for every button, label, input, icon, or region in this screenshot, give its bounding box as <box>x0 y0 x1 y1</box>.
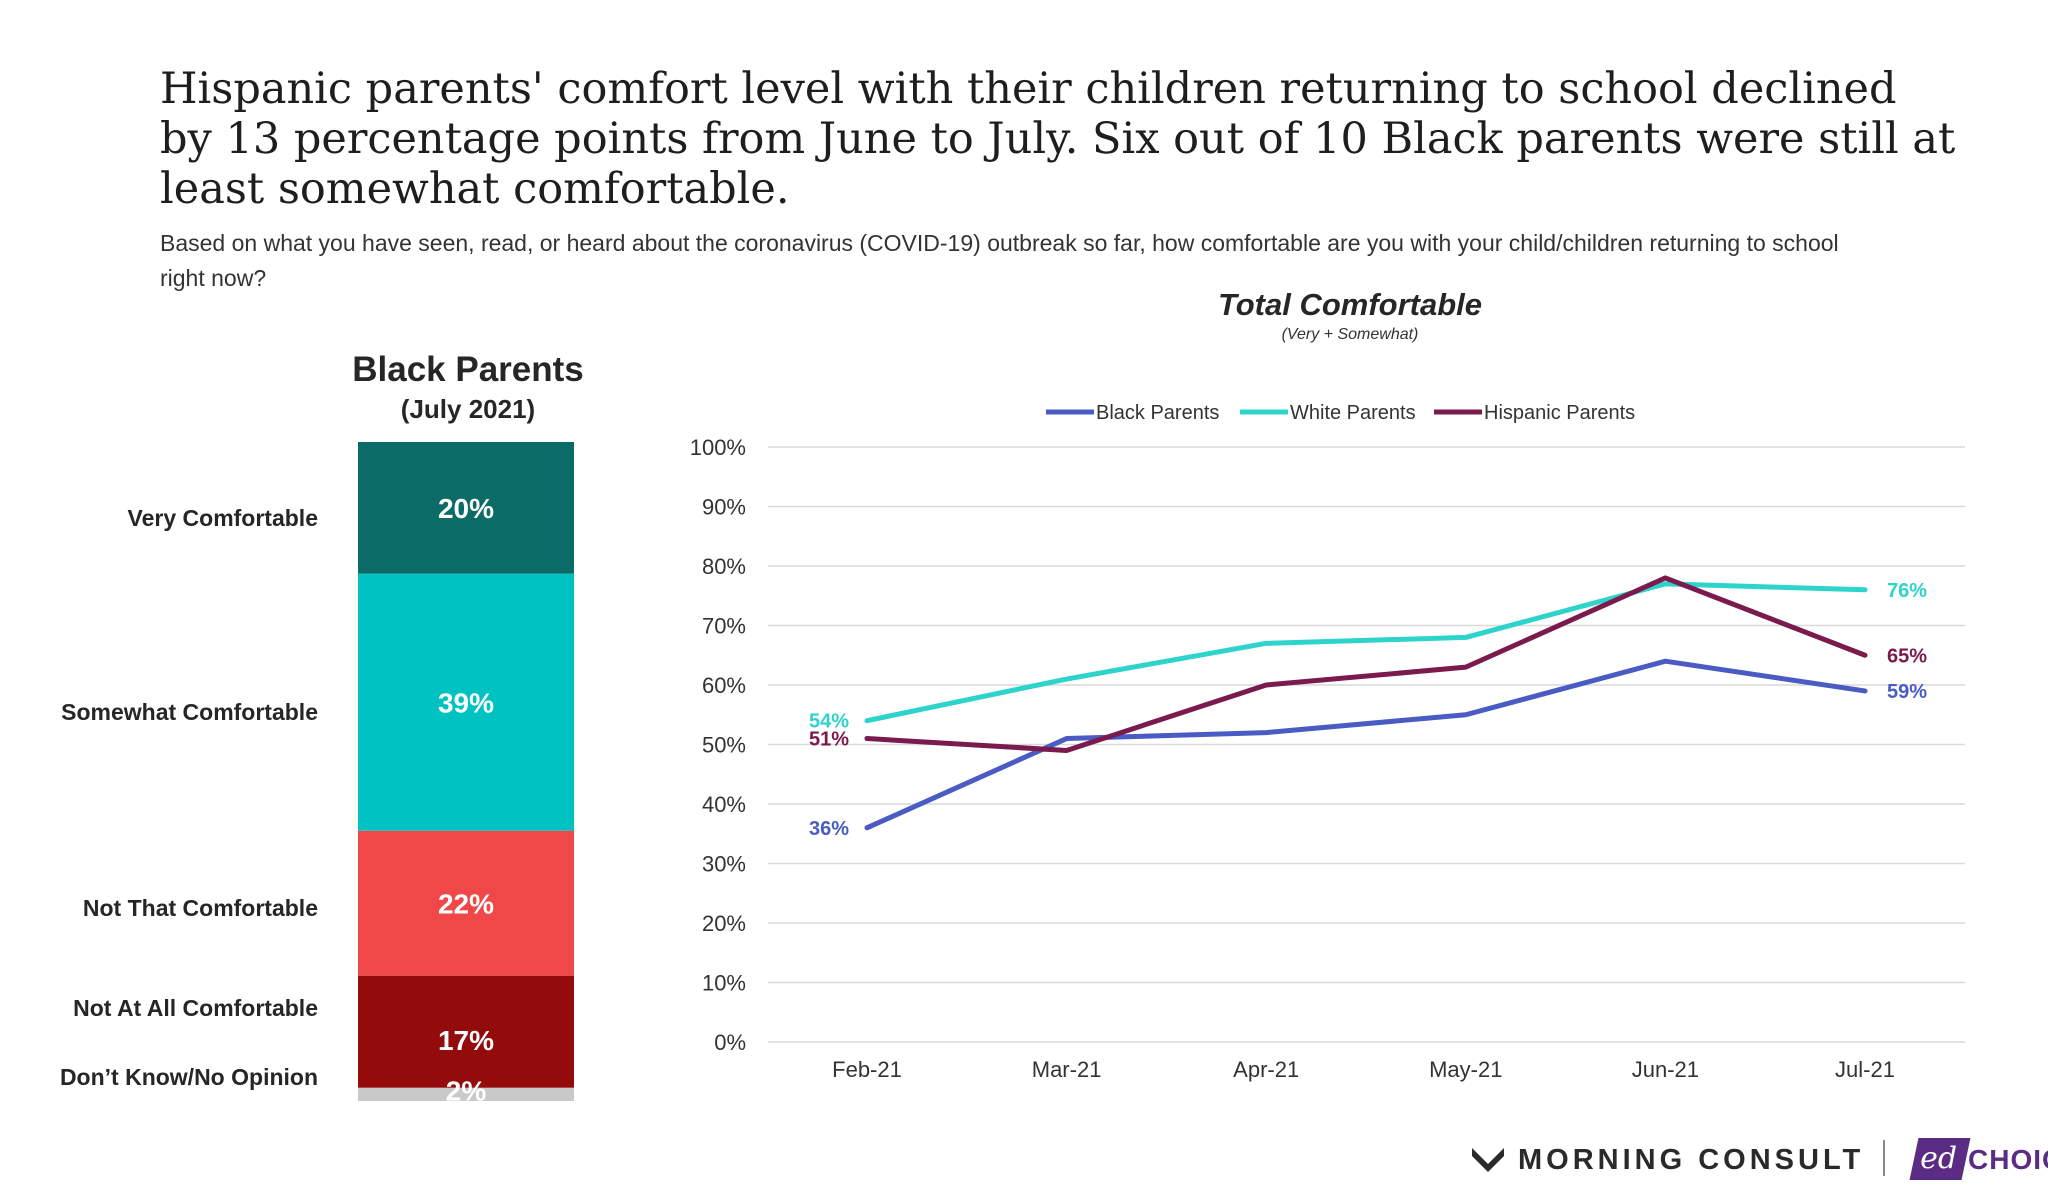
stack-value-label-1: 20% <box>438 493 494 524</box>
data-point <box>1663 582 1667 586</box>
data-point <box>1464 665 1468 669</box>
series-line-black-parents <box>864 658 1868 831</box>
legend-label: White Parents <box>1290 402 1416 424</box>
stack-value-label-4: 17% <box>438 1025 494 1056</box>
data-point <box>865 737 869 741</box>
legend-label: Hispanic Parents <box>1484 402 1635 424</box>
y-tick-label: 10% <box>702 971 746 996</box>
x-tick-label: Mar-21 <box>1032 1057 1102 1082</box>
footer-logos: MORNING CONSULT ed CHOICE <box>1470 1138 2048 1188</box>
edchoice-mark-text: ed <box>1920 1141 1958 1176</box>
data-point <box>1663 576 1667 580</box>
x-tick-label: Jun-21 <box>1632 1057 1699 1082</box>
stack-segment-5 <box>358 1087 574 1101</box>
y-tick-label: 0% <box>714 1030 746 1055</box>
morning-consult-logo-text: MORNING CONSULT <box>1518 1144 1865 1176</box>
headline: Hispanic parents' comfort level with the… <box>160 64 1956 214</box>
data-point <box>865 826 869 830</box>
data-point <box>1065 677 1069 681</box>
stacked-chart-title: Black Parents <box>352 350 584 389</box>
y-tick-label: 100% <box>690 435 746 460</box>
data-point <box>1863 689 1867 693</box>
data-point <box>1264 683 1268 687</box>
logo-divider <box>1883 1140 1885 1176</box>
data-point <box>1863 588 1867 592</box>
stacked-bar-chart: 20% Very Comfortable 39% Somewhat Comfortab… <box>60 442 574 1106</box>
data-point <box>1065 748 1069 752</box>
start-value-label: 36% <box>809 818 849 840</box>
data-point <box>1264 731 1268 735</box>
data-point <box>1663 659 1667 663</box>
stack-category-label-1: Very Comfortable <box>128 505 318 531</box>
data-point <box>865 719 869 723</box>
line-chart-title: Total Comfortable <box>1217 287 1483 322</box>
line-chart: 0% 10% 20% 30% 40% 50% 60% 70% 80% 90% 100% Feb-21 M… <box>690 402 1965 1082</box>
series-line-hispanic-parents <box>864 575 1868 753</box>
survey-question: Based on what you have seen, read, or he… <box>160 230 1839 291</box>
stack-category-label-5: Don’t Know/No Opinion <box>60 1064 318 1090</box>
y-tick-label: 90% <box>702 495 746 520</box>
stack-segment-4 <box>358 975 574 1088</box>
data-point <box>1264 641 1268 645</box>
data-point <box>1464 713 1468 717</box>
morning-consult-m-icon <box>1472 1148 1504 1172</box>
line-chart-subtitle: (Very + Somewhat) <box>1281 326 1419 343</box>
stack-category-label-2: Somewhat Comfortable <box>61 699 318 725</box>
stack-value-label-5: 2% <box>446 1075 487 1106</box>
end-value-label: 76% <box>1887 580 1927 602</box>
data-point <box>1464 635 1468 639</box>
stack-segment-3 <box>358 830 574 976</box>
stack-category-label-4: Not At All Comfortable <box>73 995 318 1021</box>
x-tick-label: Jul-21 <box>1835 1057 1895 1082</box>
start-value-label: 51% <box>809 729 849 751</box>
start-value-label: 54% <box>809 711 849 733</box>
x-tick-label: May-21 <box>1429 1057 1502 1082</box>
y-tick-label: 70% <box>702 614 746 639</box>
stack-value-label-3: 22% <box>438 888 494 919</box>
end-value-label: 59% <box>1887 681 1927 703</box>
edchoice-logo-text: CHOICE <box>1968 1144 2048 1175</box>
y-tick-label: 60% <box>702 673 746 698</box>
legend-label: Black Parents <box>1096 402 1219 424</box>
stack-segment-1 <box>358 442 574 574</box>
y-tick-label: 20% <box>702 911 746 936</box>
y-tick-label: 50% <box>702 733 746 758</box>
edchoice-logo-mark: ed <box>1909 1138 1971 1180</box>
x-tick-label: Feb-21 <box>832 1057 902 1082</box>
data-point <box>1863 653 1867 657</box>
end-value-label: 65% <box>1887 645 1927 667</box>
y-tick-label: 30% <box>702 852 746 877</box>
series-line-white-parents <box>864 581 1868 724</box>
x-tick-label: Apr-21 <box>1233 1057 1299 1082</box>
stacked-chart-subtitle: (July 2021) <box>400 394 536 424</box>
stack-category-label-3: Not That Comfortable <box>83 895 318 921</box>
y-tick-label: 40% <box>702 792 746 817</box>
y-tick-label: 80% <box>702 554 746 579</box>
stack-segment-2 <box>358 573 574 831</box>
data-point <box>1065 737 1069 741</box>
stack-value-label-2: 39% <box>438 687 494 718</box>
